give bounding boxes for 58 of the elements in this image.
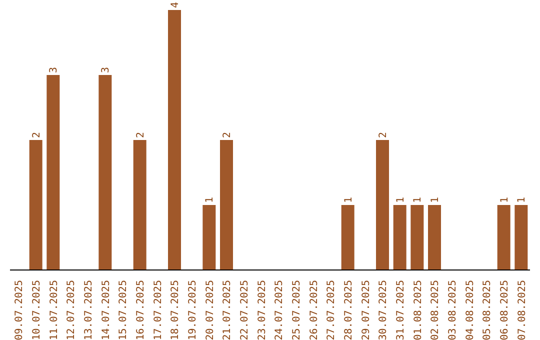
x-tick-label: 09.07.2025: [14, 280, 26, 340]
bar: [220, 140, 233, 270]
x-tick-label: 31.07.2025: [396, 280, 406, 340]
data-label: 2: [222, 132, 233, 138]
x-tick-label: 29.07.2025: [360, 280, 372, 340]
data-label: 1: [499, 196, 510, 203]
x-tick-label: 22.07.2025: [240, 280, 250, 340]
data-label: 1: [343, 196, 354, 203]
x-tick-label: 18.07.2025: [170, 280, 182, 340]
x-tick-label: 23.07.2025: [256, 280, 268, 340]
data-label: 2: [31, 132, 42, 138]
bar: [428, 205, 441, 270]
bar: [341, 205, 354, 270]
x-tick-label: 04.08.2025: [464, 280, 476, 340]
x-tick-label: 24.07.2025: [274, 280, 286, 340]
bar: [46, 75, 60, 270]
data-label: 4: [170, 2, 181, 8]
bar: [133, 140, 146, 270]
x-tick-label: 19.07.2025: [188, 280, 198, 340]
data-label: 2: [378, 132, 389, 138]
x-tick-label: 06.08.2025: [500, 280, 510, 340]
data-label: 2: [135, 132, 146, 138]
data-label: 3: [48, 66, 60, 73]
bar: [497, 205, 510, 270]
x-tick-label: 11.07.2025: [48, 280, 60, 340]
x-tick-label: 13.07.2025: [84, 280, 94, 340]
bar: [393, 205, 406, 270]
x-tick-label: 16.07.2025: [136, 280, 146, 340]
bar: [376, 140, 389, 270]
bar: [168, 10, 181, 270]
bar: [514, 205, 528, 270]
x-tick-label: 30.07.2025: [378, 280, 390, 340]
bar: [29, 140, 42, 270]
x-tick-label: 15.07.2025: [118, 280, 130, 340]
x-tick-label: 28.07.2025: [344, 280, 354, 340]
x-tick-label: 12.07.2025: [66, 280, 78, 340]
data-label: 3: [100, 66, 112, 73]
x-tick-label: 26.07.2025: [308, 280, 320, 340]
x-tick-label: 07.08.2025: [516, 280, 528, 340]
x-tick-label: 02.08.2025: [430, 280, 442, 340]
data-label: 1: [430, 196, 441, 203]
x-tick-label: 10.07.2025: [32, 280, 42, 340]
x-tick-label: 05.08.2025: [482, 280, 494, 340]
x-tick-label: 17.07.2025: [152, 280, 164, 340]
x-tick-label: 21.07.2025: [222, 280, 234, 340]
x-tick-label: 20.07.2025: [204, 280, 216, 340]
data-label: 1: [395, 196, 406, 203]
bar: [410, 205, 424, 270]
x-tick-label: 27.07.2025: [326, 280, 338, 340]
x-tick-label: 01.08.2025: [412, 280, 424, 340]
x-tick-label: 14.07.2025: [100, 280, 112, 340]
bar: [202, 205, 216, 270]
data-label: 1: [412, 196, 424, 203]
bar: [98, 75, 112, 270]
data-label: 1: [516, 196, 528, 203]
data-label: 1: [204, 196, 216, 203]
x-tick-label: 03.08.2025: [448, 280, 458, 340]
x-tick-label: 25.07.2025: [292, 280, 302, 340]
